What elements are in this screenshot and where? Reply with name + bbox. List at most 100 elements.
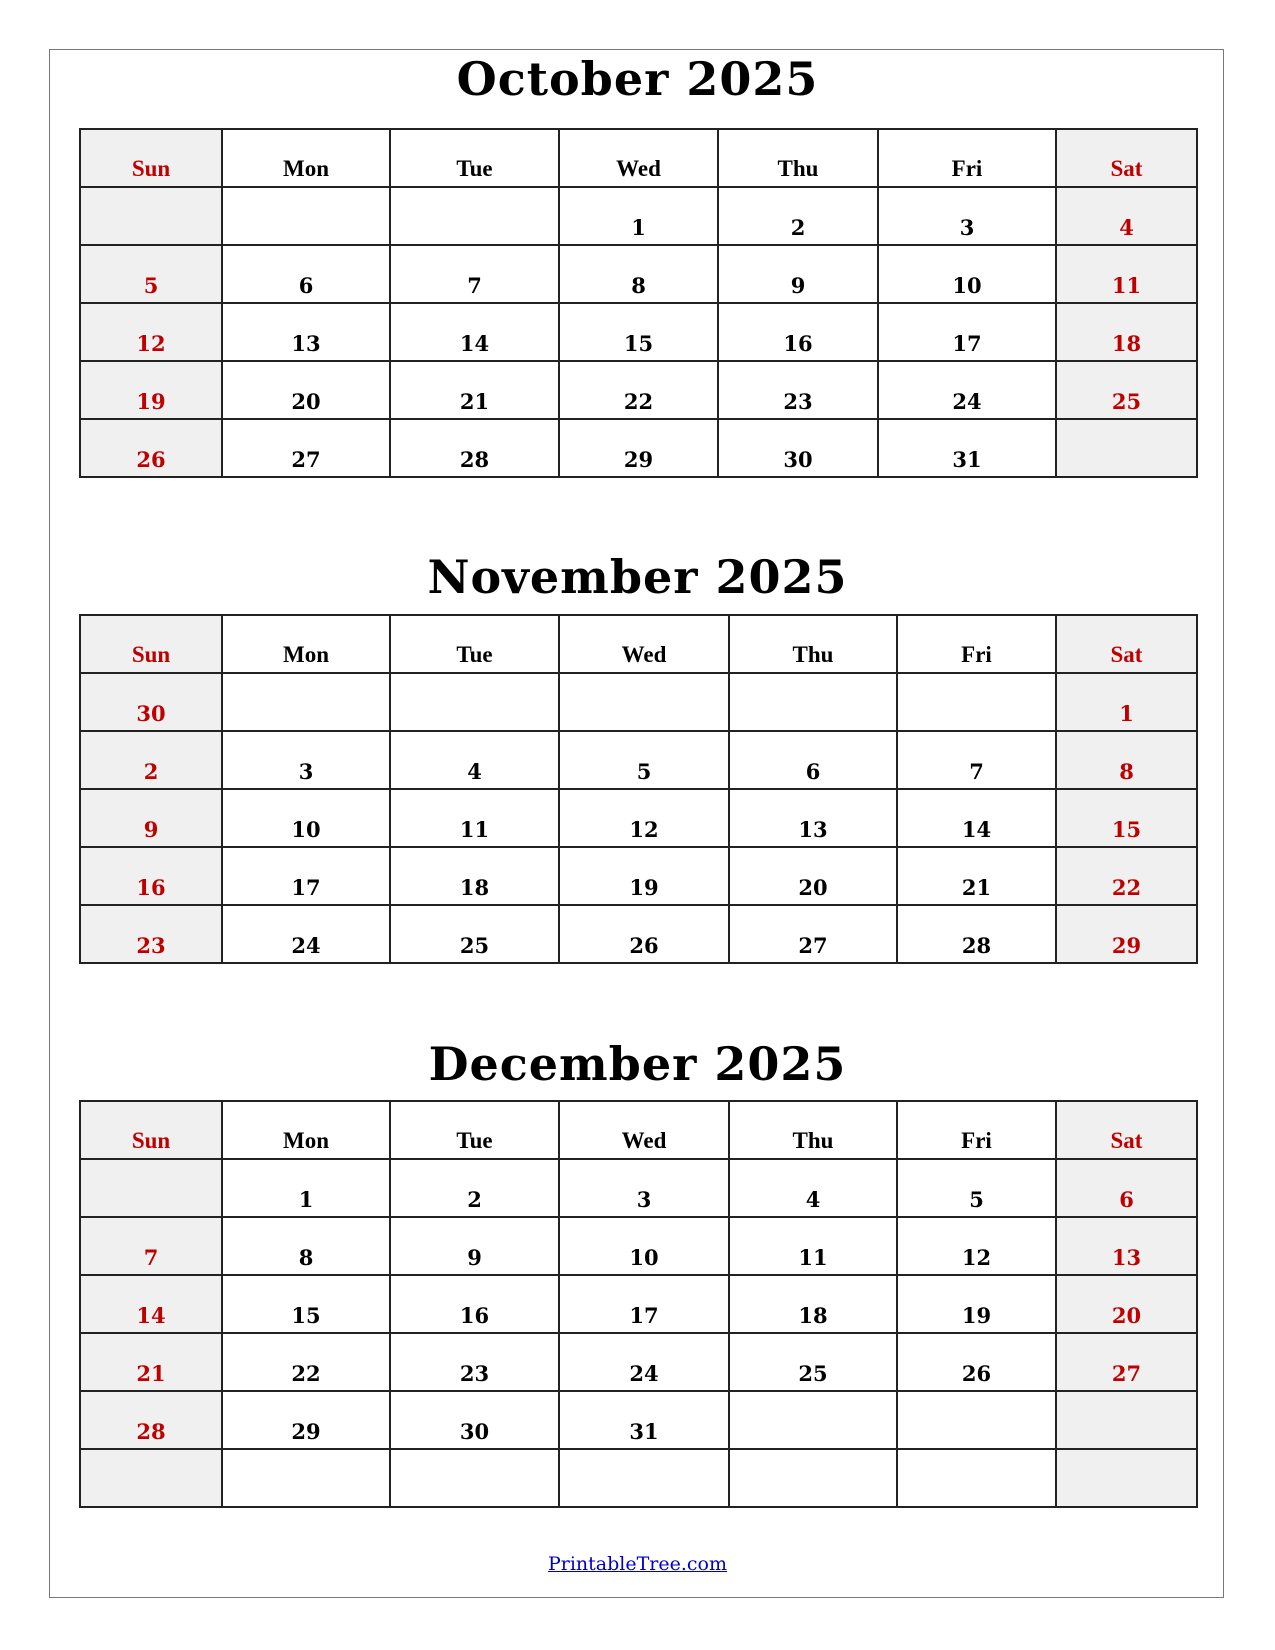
- week-row: 23 24 25 26 27 28 29: [79, 904, 1198, 964]
- day-cell: 7: [79, 1216, 223, 1276]
- printabletree-link[interactable]: PrintableTree.com: [547, 1553, 727, 1575]
- day-cell: 19: [79, 360, 223, 420]
- week-row: 16 17 18 19 20 21 22: [79, 846, 1198, 906]
- day-cell: 9: [389, 1216, 560, 1276]
- day-cell: 12: [558, 788, 730, 848]
- day-cell: 8: [221, 1216, 391, 1276]
- day-cell: 20: [1055, 1274, 1198, 1334]
- day-cell: 16: [717, 302, 879, 362]
- weekday-header: Wed: [558, 1100, 730, 1160]
- weekday-header: Thu: [728, 614, 898, 674]
- weekday-header: Mon: [221, 128, 391, 188]
- day-cell: 5: [896, 1158, 1057, 1218]
- day-cell: 1: [558, 186, 719, 246]
- day-cell: 24: [558, 1332, 730, 1392]
- weekday-header: Tue: [389, 1100, 560, 1160]
- day-cell: 2: [389, 1158, 560, 1218]
- day-cell: 28: [79, 1390, 223, 1450]
- day-cell: 11: [728, 1216, 898, 1276]
- day-cell: [558, 672, 730, 732]
- day-cell: 15: [558, 302, 719, 362]
- week-row: 9 10 11 12 13 14 15: [79, 788, 1198, 848]
- day-cell: 30: [79, 672, 223, 732]
- day-cell: 20: [221, 360, 391, 420]
- day-cell: 28: [896, 904, 1057, 964]
- day-cell: 16: [389, 1274, 560, 1334]
- day-cell: 22: [221, 1332, 391, 1392]
- day-cell: 17: [558, 1274, 730, 1334]
- day-cell: 26: [558, 904, 730, 964]
- day-cell: 7: [896, 730, 1057, 790]
- day-cell: 12: [896, 1216, 1057, 1276]
- week-row: 19 20 21 22 23 24 25: [79, 360, 1198, 420]
- day-cell: 11: [389, 788, 560, 848]
- day-cell: 1: [1055, 672, 1198, 732]
- day-cell: 31: [558, 1390, 730, 1450]
- weekday-header: Thu: [728, 1100, 898, 1160]
- day-cell: 16: [79, 846, 223, 906]
- day-cell: 27: [221, 418, 391, 478]
- day-cell: 6: [221, 244, 391, 304]
- month-grid: Sun Mon Tue Wed Thu Fri Sat 1 2 3 4 5 6 7 8 9 10 11 12 13 14…: [79, 1100, 1198, 1508]
- day-cell: 22: [558, 360, 719, 420]
- day-cell: 14: [896, 788, 1057, 848]
- weekday-header: Sat: [1055, 614, 1198, 674]
- day-cell: [389, 1448, 560, 1508]
- day-cell: 3: [877, 186, 1057, 246]
- day-cell: 4: [1055, 186, 1198, 246]
- day-cell: 2: [717, 186, 879, 246]
- day-cell: 28: [389, 418, 560, 478]
- day-cell: 9: [79, 788, 223, 848]
- day-cell: 17: [221, 846, 391, 906]
- month-title: December 2025: [428, 1037, 847, 1091]
- day-cell: 21: [896, 846, 1057, 906]
- weekday-header: Mon: [221, 614, 391, 674]
- month-title: October 2025: [456, 52, 819, 106]
- day-cell: [896, 1390, 1057, 1450]
- day-cell: [389, 186, 560, 246]
- week-row: 26 27 28 29 30 31: [79, 418, 1198, 478]
- day-cell: 22: [1055, 846, 1198, 906]
- weekday-header: Sun: [79, 614, 223, 674]
- week-row: 30 1: [79, 672, 1198, 732]
- day-cell: 29: [221, 1390, 391, 1450]
- week-row: 28 29 30 31: [79, 1390, 1198, 1450]
- day-cell: 9: [717, 244, 879, 304]
- day-cell: 14: [79, 1274, 223, 1334]
- day-cell: 15: [221, 1274, 391, 1334]
- weekday-header-row: Sun Mon Tue Wed Thu Fri Sat: [79, 1100, 1198, 1160]
- day-cell: 13: [221, 302, 391, 362]
- week-row: 7 8 9 10 11 12 13: [79, 1216, 1198, 1276]
- month-grid: Sun Mon Tue Wed Thu Fri Sat 30 1 2 3 4 5 6 7 8 9 10 11 12 13…: [79, 614, 1198, 964]
- day-cell: 14: [389, 302, 560, 362]
- weekday-header: Wed: [558, 614, 730, 674]
- week-row: 14 15 16 17 18 19 20: [79, 1274, 1198, 1334]
- day-cell: 10: [558, 1216, 730, 1276]
- day-cell: 6: [1055, 1158, 1198, 1218]
- day-cell: 23: [79, 904, 223, 964]
- day-cell: [79, 1158, 223, 1218]
- day-cell: 21: [79, 1332, 223, 1392]
- day-cell: 21: [389, 360, 560, 420]
- day-cell: 10: [221, 788, 391, 848]
- week-row: 12 13 14 15 16 17 18: [79, 302, 1198, 362]
- weekday-header: Fri: [896, 614, 1057, 674]
- day-cell: 23: [389, 1332, 560, 1392]
- day-cell: [389, 672, 560, 732]
- footer: PrintableTree.com: [0, 1553, 1275, 1575]
- day-cell: [1055, 418, 1198, 478]
- day-cell: 29: [558, 418, 719, 478]
- day-cell: 19: [558, 846, 730, 906]
- weekday-header: Mon: [221, 1100, 391, 1160]
- day-cell: 8: [558, 244, 719, 304]
- day-cell: 18: [728, 1274, 898, 1334]
- day-cell: 18: [389, 846, 560, 906]
- day-cell: 6: [728, 730, 898, 790]
- day-cell: [1055, 1390, 1198, 1450]
- day-cell: 18: [1055, 302, 1198, 362]
- day-cell: 7: [389, 244, 560, 304]
- day-cell: [221, 672, 391, 732]
